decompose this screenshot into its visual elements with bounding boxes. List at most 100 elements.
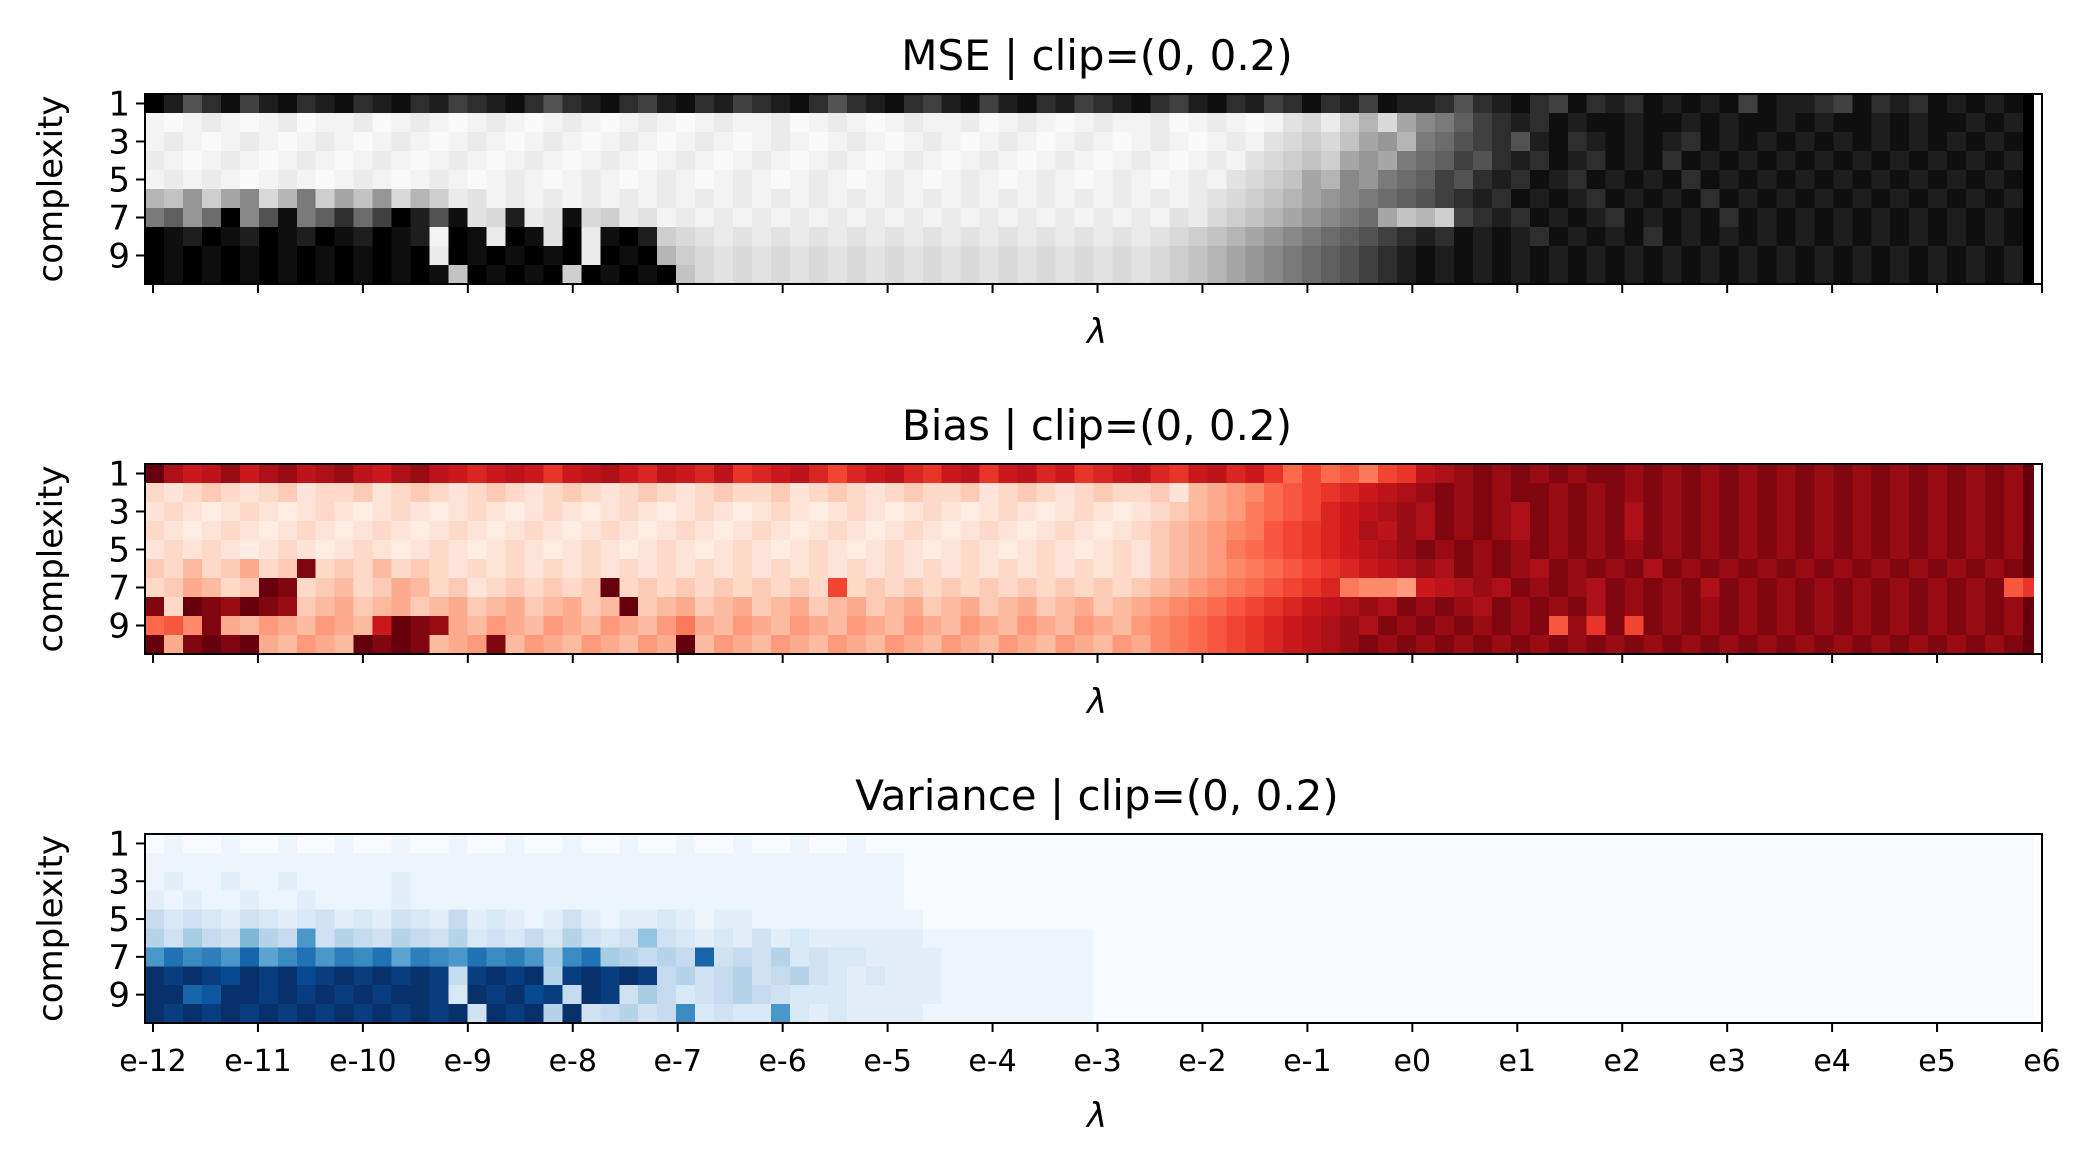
heatmap-cell	[960, 1004, 981, 1024]
heatmap-cell	[1833, 540, 1853, 560]
heatmap-cell	[1207, 559, 1227, 579]
heatmap-cell	[827, 208, 848, 228]
heatmap-cell	[1871, 985, 1891, 1005]
heatmap-cell	[1700, 834, 1721, 854]
heatmap-cell	[1890, 151, 1910, 171]
heatmap-cell	[1890, 502, 1910, 522]
heatmap-cell	[1131, 208, 1152, 228]
heatmap-cell	[1188, 597, 1208, 617]
heatmap-cell	[1415, 852, 1436, 873]
heatmap-cell	[1662, 852, 1683, 873]
heatmap-cell	[1055, 502, 1076, 522]
heatmap-cell	[1017, 113, 1038, 133]
heatmap-cell	[1340, 227, 1360, 247]
heatmap-cell	[1302, 597, 1322, 617]
heatmap-cell	[771, 947, 791, 967]
heatmap-cell	[1605, 966, 1626, 986]
heatmap-cell	[182, 909, 203, 930]
heatmap-cell	[1150, 909, 1170, 930]
heatmap-cell	[1795, 928, 1815, 948]
heatmap-cell	[1795, 483, 1815, 503]
heatmap-cell	[695, 890, 715, 911]
heatmap-cell	[1397, 597, 1417, 617]
heatmap-cell	[1150, 540, 1170, 560]
heatmap-cell	[163, 578, 184, 598]
heatmap-cell	[1055, 132, 1076, 152]
heatmap-cell	[657, 947, 677, 967]
heatmap-cell	[1453, 132, 1474, 152]
heatmap-cell	[1169, 521, 1189, 541]
heatmap-cell	[979, 540, 1000, 560]
heatmap-cell	[163, 521, 184, 541]
heatmap-cell	[1378, 616, 1398, 636]
heatmap-cell	[1397, 94, 1417, 114]
heatmap-cell	[1264, 521, 1284, 541]
heatmap-cell	[1245, 227, 1265, 247]
heatmap-cell	[657, 521, 677, 541]
y-tick-label: 9	[108, 237, 130, 277]
heatmap-cell	[1890, 909, 1910, 930]
heatmap-cell	[695, 208, 715, 228]
heatmap-cell	[1112, 521, 1133, 541]
heatmap-cell	[2004, 616, 2024, 636]
heatmap-cell	[315, 834, 336, 854]
heatmap-cell	[1548, 852, 1569, 873]
heatmap-cell	[771, 834, 791, 854]
heatmap-cell	[486, 521, 507, 541]
heatmap-cell	[1036, 616, 1057, 636]
heatmap-cell	[163, 947, 184, 967]
heatmap-cell	[922, 170, 943, 190]
heatmap-cell	[1548, 151, 1569, 171]
heatmap-cell	[391, 985, 412, 1005]
heatmap-cell	[429, 597, 450, 617]
heatmap-cell	[998, 227, 1019, 247]
heatmap-cell	[1776, 597, 1796, 617]
heatmap-cell	[1719, 616, 1740, 636]
heatmap-cell	[543, 94, 563, 114]
heatmap-cell	[239, 852, 260, 873]
axes-frame	[144, 463, 2043, 655]
heatmap-cell	[145, 834, 165, 854]
heatmap-cell	[1757, 909, 1778, 930]
heatmap-cell	[752, 909, 772, 930]
heatmap-cell	[562, 170, 582, 190]
heatmap-cell	[1036, 890, 1057, 911]
heatmap-cell	[1890, 597, 1910, 617]
heatmap-cell	[1909, 189, 1929, 209]
heatmap-cell	[1738, 928, 1759, 948]
heatmap-cell	[752, 597, 772, 617]
heatmap-cell	[581, 852, 601, 873]
heatmap-cell	[1947, 227, 1967, 247]
heatmap-cell	[771, 132, 791, 152]
heatmap-cell	[1833, 170, 1853, 190]
heatmap-cell	[201, 635, 222, 655]
heatmap-cell	[372, 227, 393, 247]
heatmap-cell	[998, 834, 1019, 854]
heatmap-cell	[353, 985, 374, 1005]
heatmap-cell	[2004, 966, 2024, 986]
heatmap-cell	[808, 208, 829, 228]
heatmap-cell	[1757, 246, 1778, 266]
heatmap-cell	[1283, 502, 1303, 522]
heatmap-cell	[429, 890, 450, 911]
heatmap-cell	[1548, 113, 1569, 133]
heatmap-cell	[600, 947, 620, 967]
heatmap-cell	[1719, 635, 1740, 655]
heatmap-cell	[1719, 985, 1740, 1005]
heatmap-cell	[733, 928, 753, 948]
heatmap-cell	[1776, 94, 1796, 114]
heatmap-cell	[1169, 113, 1189, 133]
heatmap-cell	[619, 502, 639, 522]
heatmap-cell	[676, 464, 696, 484]
heatmap-cell	[1397, 559, 1417, 579]
heatmap-cell	[1548, 578, 1569, 598]
heatmap-cell	[410, 928, 431, 948]
heatmap-cell	[846, 616, 867, 636]
heatmap-cell	[1738, 246, 1759, 266]
heatmap-cell	[1586, 540, 1607, 560]
heatmap-cell	[258, 985, 279, 1005]
heatmap-cell	[1947, 132, 1967, 152]
heatmap-cell	[1074, 1004, 1095, 1024]
heatmap-cell	[1510, 113, 1531, 133]
heatmap-cell	[1814, 966, 1834, 986]
